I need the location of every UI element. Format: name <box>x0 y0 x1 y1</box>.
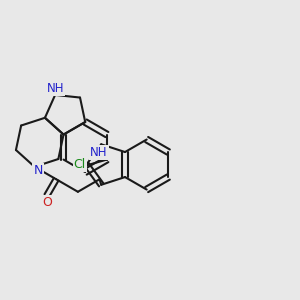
Text: NH: NH <box>46 82 64 95</box>
Text: O: O <box>42 196 52 208</box>
Text: NH: NH <box>90 146 108 159</box>
Text: N: N <box>33 164 43 177</box>
Text: Cl: Cl <box>74 158 86 171</box>
